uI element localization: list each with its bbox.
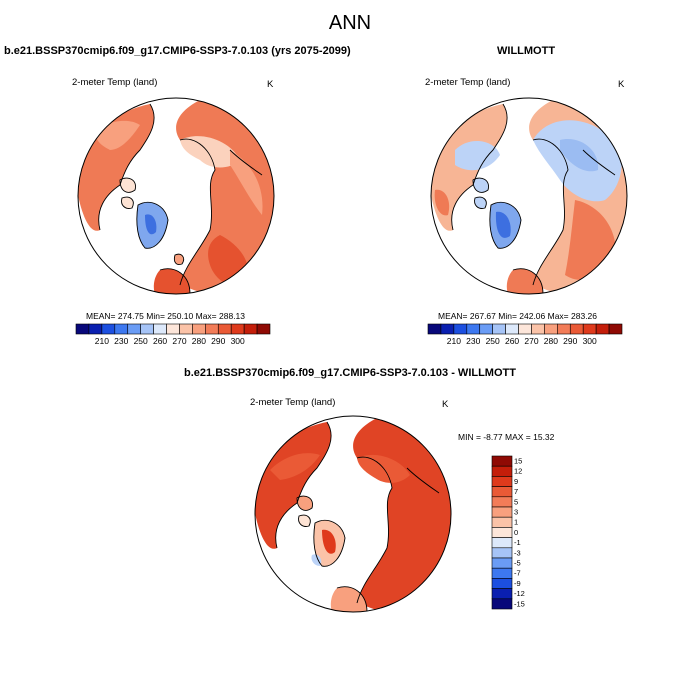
colorbar-3-swatch [491,486,513,498]
colorbar-1-swatch [230,323,245,335]
colorbar-1-swatch [101,323,116,335]
colorbar-3-swatch [491,537,513,549]
colorbar-3-tick-label: 0 [514,528,518,537]
colorbar-3-swatch [491,516,513,528]
colorbar-3-swatch [491,496,513,508]
colorbar-3-swatch [491,598,513,610]
colorbar-1-tick-label: 210 [95,336,109,346]
colorbar-3-swatch [491,476,513,487]
colorbar-1-swatch [153,323,167,335]
colorbar-2-swatch [595,323,610,335]
colorbar-1-swatch [192,323,206,335]
colorbar-3-tick-label: 3 [514,508,518,517]
colorbar-1-swatch [166,323,180,335]
colorbar-1-swatch [127,323,141,335]
panel-3-stats: MIN = -8.77 MAX = 15.32 [458,432,555,442]
colorbar-2-swatch [544,323,558,335]
colorbar-2-swatch [492,323,506,335]
colorbar-3-tick-label: 1 [514,518,518,527]
colorbar-1-swatch [179,323,193,335]
colorbar-2-tick-label: 250 [486,336,500,346]
colorbar-1-tick-label: 290 [211,336,225,346]
colorbar-3-tick-label: 7 [514,487,518,496]
colorbar-3-swatch [491,506,513,518]
colorbar-3-tick-label: -3 [514,548,521,557]
colorbar-2-swatch [569,323,584,335]
panel-3-units: K [442,399,449,410]
colorbar-3-swatch [491,465,513,477]
colorbar-3-swatch [491,567,513,579]
colorbar-1-swatch [217,323,232,335]
colorbar-1-swatch [88,323,103,335]
colorbar-3-swatch [491,547,513,559]
map-panel-2 [430,97,628,295]
colorbar-1-swatch [114,323,129,335]
colorbar-2-swatch [518,323,532,335]
colorbar-2-swatch [531,323,545,335]
colorbar-panel-2: 210 230 250 260 270 280 290 300 [427,323,623,346]
panel-2-stats: MEAN= 267.67 Min= 242.06 Max= 283.26 [438,311,598,321]
colorbar-1-tick-label: 260 [153,336,167,346]
colorbar-2-swatch [427,323,442,335]
colorbar-2-swatch [505,323,519,335]
colorbar-1-swatch [243,323,258,335]
colorbar-2-tick-label: 290 [563,336,577,346]
colorbar-2-swatch [440,323,455,335]
panel-1-variable: 2-meter Temp (land) [72,77,158,88]
colorbar-3-tick-label: -1 [514,538,521,547]
colorbar-3-swatch [491,578,513,589]
page-title: ANN [328,12,372,34]
colorbar-1-tick-label: 270 [172,336,186,346]
colorbar-3-tick-label: -15 [514,599,525,608]
map-panel-1 [77,97,275,295]
colorbar-3-tick-label: -7 [514,569,521,578]
colorbar-1-swatch [75,323,90,335]
colorbar-3-tick-label: 5 [514,497,518,506]
colorbar-2-swatch [608,323,623,335]
colorbar-2-tick-label: 270 [524,336,538,346]
colorbar-2-tick-label: 300 [583,336,597,346]
panel-1-header: b.e21.BSSP370cmip6.f09_g17.CMIP6-SSP3-7.… [4,45,351,57]
colorbar-2-swatch [557,323,571,335]
colorbar-1-swatch [140,323,154,335]
colorbar-3-swatch [491,455,513,467]
colorbar-3-swatch [491,527,513,538]
panel-1-stats: MEAN= 274.75 Min= 250.10 Max= 288.13 [86,311,246,321]
colorbar-3-tick-label: -12 [514,589,525,598]
panel-2-units: K [618,79,625,90]
panel-3-header: b.e21.BSSP370cmip6.f09_g17.CMIP6-SSP3-7.… [184,367,516,379]
colorbar-1-swatch [256,323,271,335]
colorbar-1-tick-label: 230 [114,336,128,346]
colorbar-3-swatch [491,588,513,600]
panel-2-header: WILLMOTT [497,45,556,57]
colorbar-2-swatch [466,323,481,335]
colorbar-panel-1: 210 230 250 260 270 280 290 300 [75,323,271,346]
colorbar-2-tick-label: 210 [447,336,461,346]
colorbar-3-tick-label: -5 [514,559,521,568]
colorbar-3-tick-label: 9 [514,477,518,486]
colorbar-3-tick-label: 15 [514,457,522,466]
map-panel-3 [254,415,452,613]
colorbar-1-swatch [205,323,219,335]
colorbar-1-tick-label: 250 [134,336,148,346]
colorbar-1-tick-label: 300 [231,336,245,346]
colorbar-2-swatch [479,323,493,335]
panel-1-units: K [267,79,274,90]
colorbar-3-swatch [491,557,513,569]
colorbar-2-tick-label: 230 [466,336,480,346]
colorbar-2-tick-label: 260 [505,336,519,346]
colorbar-2-swatch [453,323,468,335]
panel-2-variable: 2-meter Temp (land) [425,77,511,88]
colorbar-3-tick-label: -9 [514,579,521,588]
colorbar-2-swatch [582,323,597,335]
colorbar-1-tick-label: 280 [192,336,206,346]
colorbar-2-tick-label: 280 [544,336,558,346]
colorbar-3-tick-label: 12 [514,467,522,476]
panel-3-variable: 2-meter Temp (land) [250,397,336,408]
